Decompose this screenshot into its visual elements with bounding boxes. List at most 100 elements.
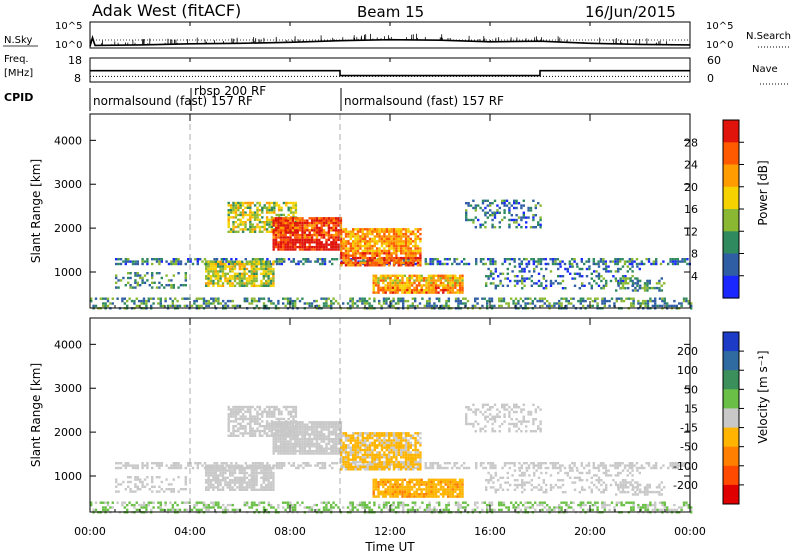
- scatter-cell: [621, 462, 624, 465]
- scatter-cell: [513, 206, 516, 210]
- scatter-cell: [592, 462, 595, 465]
- scatter-cell: [446, 262, 449, 266]
- scatter-cell: [233, 469, 237, 472]
- scatter-cell: [285, 201, 288, 205]
- scatter-cell: [214, 481, 217, 484]
- scatter-cell: [219, 270, 222, 273]
- scatter-cell: [380, 508, 383, 512]
- scatter-cell: [358, 299, 362, 303]
- scatter-cell: [159, 304, 162, 308]
- scatter-cell: [537, 462, 540, 465]
- scatter-cell: [258, 501, 261, 504]
- scatter-cell: [257, 471, 261, 475]
- scatter-cell: [401, 291, 404, 294]
- scatter-cell: [115, 478, 118, 481]
- scatter-cell: [160, 258, 163, 261]
- scatter-cell: [469, 204, 473, 207]
- scatter-cell: [102, 506, 105, 509]
- scatter-cell: [325, 299, 328, 303]
- scatter-cell: [352, 232, 355, 236]
- scatter-cell: [320, 297, 323, 300]
- scatter-cell: [354, 249, 357, 253]
- scatter-cell: [595, 275, 598, 278]
- scatter-cell: [363, 506, 366, 509]
- scatter-cell: [364, 240, 367, 243]
- scatter-cell: [249, 429, 252, 433]
- scatter-cell: [241, 267, 244, 271]
- scatter-cell: [467, 466, 471, 470]
- scatter-cell: [301, 226, 304, 230]
- scatter-cell: [334, 231, 338, 234]
- scatter-cell: [241, 272, 244, 275]
- scatter-cell: [165, 478, 168, 481]
- scatter-cell: [106, 297, 110, 300]
- scatter-cell: [256, 462, 259, 465]
- scatter-cell: [219, 284, 222, 287]
- scatter-cell: [364, 237, 367, 241]
- scatter-cell: [277, 430, 280, 434]
- scatter-cell: [619, 282, 623, 285]
- scatter-cell: [332, 297, 335, 300]
- scatter-cell: [363, 501, 366, 504]
- scatter-cell: [619, 277, 622, 280]
- scatter-cell: [440, 508, 443, 512]
- scatter-cell: [249, 427, 252, 430]
- scatter-cell: [363, 302, 366, 305]
- scatter-cell: [521, 275, 524, 278]
- scatter-cell: [287, 258, 291, 261]
- scatter-cell: [376, 261, 379, 265]
- scatter-cell: [217, 479, 220, 482]
- scatter-cell: [391, 291, 395, 294]
- scatter-cell: [102, 501, 105, 504]
- scatter-cell: [111, 501, 114, 504]
- scatter-cell: [614, 270, 617, 273]
- scatter-cell: [553, 302, 556, 305]
- scatter-cell: [315, 231, 319, 234]
- scatter-cell: [127, 281, 130, 284]
- scatter-cell: [272, 233, 275, 237]
- scatter-cell: [414, 297, 417, 300]
- scatter-cell: [277, 413, 281, 416]
- scatter-cell: [522, 299, 525, 303]
- scatter-cell: [90, 501, 93, 504]
- scatter-cell: [530, 462, 533, 465]
- scatter-cell: [277, 445, 280, 448]
- scatter-cell: [301, 433, 304, 436]
- scatter-cell: [320, 248, 323, 251]
- scatter-cell: [212, 464, 215, 467]
- scatter-cell: [294, 433, 297, 436]
- scatter-cell: [318, 233, 321, 237]
- scatter-cell: [361, 261, 364, 265]
- scatter-cell: [243, 299, 246, 303]
- scatter-cell: [678, 302, 681, 305]
- scatter-cell: [652, 262, 655, 266]
- scatter-cell: [449, 284, 452, 287]
- scatter-cell: [255, 479, 258, 482]
- scatter-cell: [414, 240, 417, 243]
- scatter-cell: [325, 233, 328, 237]
- scatter-cell: [269, 471, 273, 475]
- scatter-cell: [685, 297, 688, 300]
- scatter-cell: [444, 274, 447, 277]
- scatter-cell: [268, 429, 271, 433]
- scatter-cell: [193, 302, 196, 305]
- scatter-cell: [244, 415, 247, 418]
- scatter-cell: [205, 265, 208, 268]
- scatter-cell: [407, 247, 410, 250]
- scatter-cell: [332, 238, 335, 242]
- scatter-cell: [253, 228, 257, 231]
- scatter-cell: [296, 229, 299, 232]
- scatter-cell: [279, 452, 283, 455]
- scatter-cell: [591, 299, 594, 303]
- scatter-cell: [344, 228, 348, 231]
- scatter-cell: [172, 462, 175, 465]
- scatter-cell: [289, 238, 292, 242]
- scatter-cell: [239, 410, 242, 413]
- scatter-cell: [275, 405, 278, 409]
- scatter-cell: [339, 219, 343, 222]
- scatter-cell: [350, 462, 353, 465]
- scatter-cell: [268, 204, 271, 207]
- scatter-cell: [260, 483, 263, 487]
- scatter-cell: [284, 421, 287, 424]
